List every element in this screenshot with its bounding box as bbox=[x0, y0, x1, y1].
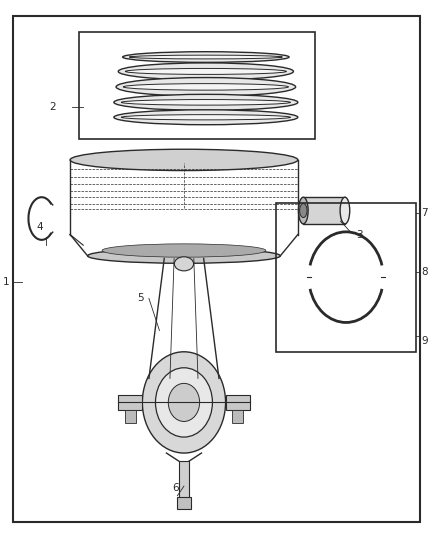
Circle shape bbox=[142, 352, 226, 453]
Bar bbox=[232, 410, 243, 423]
Ellipse shape bbox=[123, 52, 289, 62]
Text: 1: 1 bbox=[3, 278, 10, 287]
Circle shape bbox=[168, 383, 200, 422]
Ellipse shape bbox=[123, 84, 289, 90]
Bar bbox=[118, 395, 142, 410]
Bar bbox=[179, 461, 189, 498]
Ellipse shape bbox=[299, 197, 308, 224]
Ellipse shape bbox=[70, 149, 298, 171]
Ellipse shape bbox=[116, 78, 296, 96]
Text: 2: 2 bbox=[49, 102, 56, 111]
Text: 5: 5 bbox=[137, 294, 144, 303]
Ellipse shape bbox=[121, 115, 290, 120]
Ellipse shape bbox=[129, 55, 283, 59]
Text: 3: 3 bbox=[356, 230, 363, 239]
Ellipse shape bbox=[118, 63, 293, 80]
Ellipse shape bbox=[121, 100, 290, 105]
Ellipse shape bbox=[114, 94, 298, 110]
Ellipse shape bbox=[114, 110, 298, 125]
Ellipse shape bbox=[125, 68, 286, 75]
Text: 9: 9 bbox=[421, 336, 428, 346]
Ellipse shape bbox=[174, 257, 194, 271]
Bar bbox=[125, 410, 136, 423]
Text: 7: 7 bbox=[421, 208, 428, 218]
Ellipse shape bbox=[340, 197, 350, 224]
Ellipse shape bbox=[88, 248, 280, 263]
Bar bbox=[177, 497, 191, 509]
Bar bbox=[79, 32, 315, 139]
Ellipse shape bbox=[102, 244, 266, 257]
Text: 8: 8 bbox=[421, 267, 428, 277]
Ellipse shape bbox=[300, 204, 307, 217]
Text: 4: 4 bbox=[36, 222, 43, 231]
Circle shape bbox=[155, 368, 212, 437]
Text: 6: 6 bbox=[172, 483, 179, 492]
Bar bbox=[276, 203, 416, 352]
Bar bbox=[303, 197, 345, 224]
Bar bbox=[226, 395, 250, 410]
